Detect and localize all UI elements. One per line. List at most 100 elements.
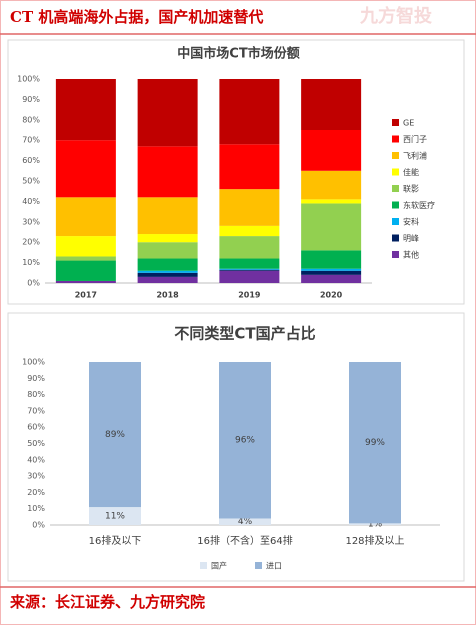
bar-segment xyxy=(137,242,198,259)
x-tick-label: 2017 xyxy=(75,291,97,300)
bar-segment xyxy=(219,79,280,145)
bar-segment xyxy=(219,236,280,259)
bar-segment xyxy=(55,140,116,198)
legend-swatch xyxy=(392,251,399,258)
legend-label: 佳能 xyxy=(403,167,419,177)
y-tick-label: 60% xyxy=(22,156,40,165)
bar-segment xyxy=(301,170,362,200)
x-tick-label: 16排及以下 xyxy=(89,534,142,547)
bar-segment xyxy=(301,250,362,269)
bar-segment xyxy=(137,270,198,273)
bar-segment xyxy=(137,197,198,235)
y-tick-label: 80% xyxy=(22,115,40,124)
y-tick-label: 60% xyxy=(27,423,45,432)
legend-swatch xyxy=(392,201,399,209)
bar-segment xyxy=(137,272,198,277)
y-tick-label: 0% xyxy=(27,279,40,288)
value-label: 4% xyxy=(238,517,253,527)
legend-label: GE xyxy=(403,119,414,128)
y-tick-label: 30% xyxy=(22,217,40,226)
legend-label: 飞利浦 xyxy=(403,151,427,161)
value-label: 99% xyxy=(365,438,385,448)
bar-segment xyxy=(219,144,280,190)
y-tick-label: 90% xyxy=(27,374,45,383)
legend-label: 明峰 xyxy=(403,233,419,243)
y-tick-label: 100% xyxy=(17,75,40,84)
bar-segment xyxy=(219,518,271,525)
bar-segment xyxy=(137,79,198,147)
watermark: 九方智投 xyxy=(359,5,432,27)
bar-segment xyxy=(55,256,116,261)
bar-segment xyxy=(89,362,141,508)
y-tick-label: 40% xyxy=(27,455,45,464)
y-tick-label: 70% xyxy=(27,406,45,415)
bar-segment xyxy=(219,189,280,226)
x-tick-label: 128排及以上 xyxy=(345,534,404,547)
bar-segment xyxy=(137,234,198,243)
x-tick-label: 2020 xyxy=(320,291,343,300)
legend-swatch xyxy=(392,168,399,176)
bar-segment xyxy=(301,199,362,204)
value-label: 11% xyxy=(105,512,125,522)
x-tick-label: 2019 xyxy=(238,291,261,300)
bar-segment xyxy=(219,268,280,270)
bar-segment xyxy=(137,258,198,271)
legend-label: 东软医疗 xyxy=(403,200,435,210)
legend-swatch xyxy=(392,135,399,143)
bar-segment xyxy=(137,276,198,283)
bar-segment xyxy=(137,146,198,198)
bar-segment xyxy=(301,268,362,271)
bar-segment xyxy=(55,79,116,141)
bar-segment xyxy=(301,270,362,275)
y-tick-label: 70% xyxy=(22,136,40,145)
y-tick-label: 0% xyxy=(32,521,45,530)
bar-segment xyxy=(301,274,362,283)
y-tick-label: 20% xyxy=(22,238,40,247)
bar-segment xyxy=(219,270,280,283)
bar-segment xyxy=(349,362,401,524)
legend-label: 其他 xyxy=(403,250,419,260)
bar-segment xyxy=(55,197,116,237)
bar-segment xyxy=(349,523,401,525)
bar-segment xyxy=(55,260,116,281)
y-tick-label: 10% xyxy=(27,504,45,513)
chart-title: 中国市场CT市场份额 xyxy=(177,46,299,62)
legend-swatch xyxy=(392,234,399,242)
header-title: CT 机高端海外占据，国产机加速替代 xyxy=(10,8,263,26)
y-tick-label: 10% xyxy=(22,258,40,267)
legend-swatch xyxy=(392,119,399,126)
value-label: 89% xyxy=(105,430,125,440)
bar-segment xyxy=(301,79,362,130)
bar-segment xyxy=(55,280,116,283)
bar-segment xyxy=(55,236,116,257)
legend-label: 进口 xyxy=(266,562,282,571)
y-tick-label: 100% xyxy=(22,358,45,367)
y-tick-label: 50% xyxy=(27,439,45,448)
x-tick-label: 2018 xyxy=(156,291,179,300)
bar-segment xyxy=(89,507,141,525)
y-tick-label: 40% xyxy=(22,197,40,206)
legend-label: 联影 xyxy=(403,184,419,194)
y-tick-label: 20% xyxy=(27,488,45,497)
bar-segment xyxy=(219,269,280,271)
legend-label: 西门子 xyxy=(403,134,427,144)
bar-segment xyxy=(301,203,362,251)
bar-segment xyxy=(219,225,280,237)
x-tick-label: 16排（不含）至64排 xyxy=(197,534,292,547)
legend-label: 国产 xyxy=(211,561,227,571)
value-label: 96% xyxy=(235,436,255,446)
bar-segment xyxy=(219,258,280,269)
y-tick-label: 30% xyxy=(27,472,45,481)
legend-swatch xyxy=(392,218,399,225)
chart-title: 不同类型CT国产占比 xyxy=(174,325,315,343)
value-label: 1% xyxy=(368,520,383,530)
legend-swatch xyxy=(392,185,399,192)
bar-segment xyxy=(219,362,271,519)
source: 来源：长江证券、九方研究院 xyxy=(9,593,205,611)
legend-swatch xyxy=(200,562,207,569)
legend-swatch xyxy=(255,562,262,569)
y-tick-label: 50% xyxy=(22,177,40,186)
legend-swatch xyxy=(392,152,399,159)
y-tick-label: 80% xyxy=(27,390,45,399)
